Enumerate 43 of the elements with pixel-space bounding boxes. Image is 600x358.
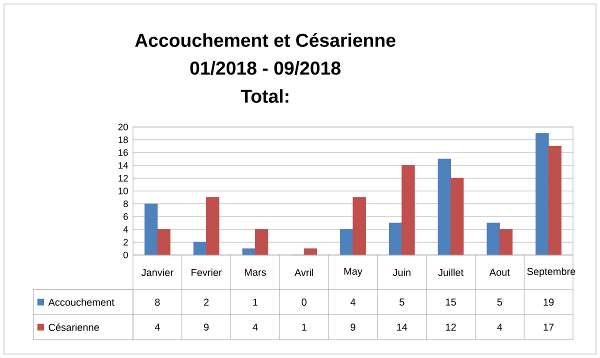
y-tick-label: 16 xyxy=(118,149,128,156)
data-label: 1 xyxy=(302,324,306,331)
legend-label: Césarienne xyxy=(48,323,99,331)
data-label: 9 xyxy=(204,324,209,331)
y-tick-label: 10 xyxy=(118,188,128,194)
x-tick-label: Juillet xyxy=(438,268,464,276)
data-label: 8 xyxy=(155,298,160,306)
data-label: 0 xyxy=(302,298,306,306)
data-label: 4 xyxy=(252,324,258,331)
data-label: 19 xyxy=(544,298,554,306)
legend-label: Accouchement xyxy=(48,298,114,306)
data-label: 1 xyxy=(253,298,258,306)
y-tick-label: 4 xyxy=(123,226,128,233)
y-tick-label: 8 xyxy=(124,200,128,208)
data-label: 5 xyxy=(497,298,502,306)
data-label: 9 xyxy=(350,324,356,331)
y-tick-label: 0 xyxy=(123,252,128,258)
x-tick-label: Fevrier xyxy=(192,268,222,276)
data-label: 15 xyxy=(446,298,456,306)
x-tick-label: Aout xyxy=(489,268,510,276)
data-label: 5 xyxy=(400,298,404,306)
y-tick-label: 18 xyxy=(118,136,128,144)
x-tick-label: May xyxy=(344,268,362,277)
y-tick-label: 6 xyxy=(124,213,128,220)
data-label: 4 xyxy=(350,298,356,306)
data-label: 17 xyxy=(544,324,554,331)
x-tick-label: Avril xyxy=(294,268,314,276)
y-tick-label: 14 xyxy=(118,162,128,169)
x-tick-label: Juin xyxy=(392,268,410,276)
y-tick-label: 20 xyxy=(118,124,128,130)
data-label: 12 xyxy=(446,324,456,331)
chart-subtitle: 01/2018 - 09/2018 xyxy=(190,61,340,75)
data-label: 2 xyxy=(204,298,209,306)
chart-title: Accouchement et Césarienne xyxy=(135,33,396,47)
y-tick-label: 12 xyxy=(118,174,128,182)
data-label: 4 xyxy=(154,324,160,331)
data-label: 14 xyxy=(397,324,408,331)
y-tick-label: 2 xyxy=(124,238,128,246)
data-label: 4 xyxy=(497,324,502,331)
x-tick-label: Janvier xyxy=(141,268,174,276)
text: Total: xyxy=(240,89,288,103)
x-tick-label: Mars xyxy=(244,268,266,276)
x-tick-label: Septembre xyxy=(527,268,576,277)
